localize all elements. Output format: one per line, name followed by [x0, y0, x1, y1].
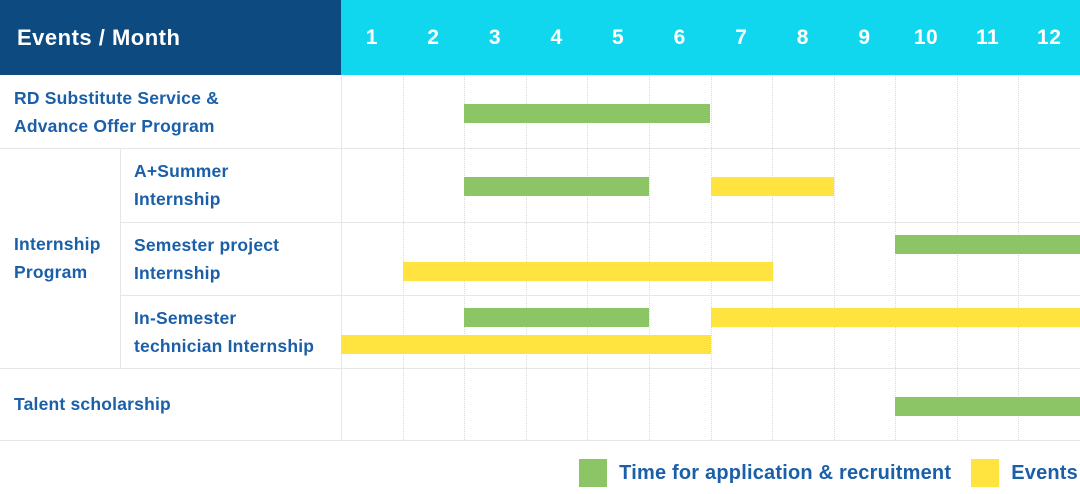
month-header-cell-3: 3 [488, 25, 502, 49]
month-gridline [587, 75, 588, 440]
group-label-line: Program [14, 262, 88, 282]
gantt-bar-application [895, 235, 1080, 254]
gantt-bar-application [895, 397, 1080, 416]
month-header-cell-11: 11 [976, 25, 1000, 49]
month-header-cell-8: 8 [796, 25, 809, 49]
grid-lines [0, 75, 1080, 441]
row-separator [0, 368, 1080, 369]
month-header-cell-9: 9 [858, 25, 871, 49]
row-label-2: Semester project Internship [120, 222, 341, 295]
month-gridline [772, 75, 773, 440]
month-header-cell-4: 4 [550, 25, 563, 49]
month-header-cell-7: 7 [735, 25, 748, 49]
row-separator [0, 148, 1080, 149]
events-month-table: Events / Month 1 2 3 4 5 6 7 8 9 10 11 12 RD Substi… [0, 0, 1080, 441]
row-label-line: Internship [134, 189, 221, 209]
row-label-line: In-Semester [134, 307, 237, 328]
group-label: Internship Program [0, 148, 120, 368]
gantt-bar-event [341, 335, 711, 354]
month-header-cell-6: 6 [673, 25, 686, 49]
row-separator [120, 222, 1080, 223]
month-gridline [895, 75, 896, 440]
row-label-line: Internship [134, 262, 221, 283]
row-label-1: A+Summer Internship [120, 148, 341, 222]
month-header-cell-10: 10 [913, 25, 939, 49]
row-separator [0, 440, 1080, 441]
month-header-row: 1 2 3 4 5 6 7 8 9 10 11 12 [341, 0, 1080, 75]
group-label-line: Internship [14, 234, 101, 254]
month-gridline [957, 75, 958, 440]
row-separator [120, 295, 1080, 296]
gantt-bar-application [464, 308, 649, 327]
month-header-cell-12: 12 [1037, 25, 1062, 49]
legend-swatch-application [579, 459, 608, 487]
month-header-cell-1: 1 [365, 25, 378, 49]
gantt-rows: RD Substitute Service & Advance Offer Pro… [0, 75, 341, 440]
row-label-line: technician Internship [134, 335, 315, 356]
legend: Time for application & recruitment Events [579, 459, 1078, 487]
month-gridline [526, 75, 527, 440]
gantt-bar-event [403, 262, 773, 281]
gantt-bar-event [711, 308, 1080, 327]
legend-item-event: Events [971, 459, 1078, 487]
row-label-line: RD Substitute Service & [14, 87, 219, 108]
group-column-border [120, 148, 121, 368]
legend-label-application: Time for application & recruitment [619, 461, 952, 484]
gantt-bar-event [711, 177, 834, 196]
gantt-bar-application [464, 104, 710, 123]
month-header-cell-2: 2 [427, 25, 440, 49]
month-gridline [834, 75, 835, 440]
legend-swatch-event [971, 459, 1000, 487]
row-label-line: Talent scholarship [14, 394, 171, 414]
row-label-4: Talent scholarship [0, 368, 341, 440]
month-gridline [711, 75, 712, 440]
month-gridline [649, 75, 650, 440]
month-gridline [464, 75, 465, 440]
label-column-border [341, 75, 342, 440]
legend-label-event: Events [1011, 461, 1078, 484]
month-header-cell-5: 5 [612, 25, 625, 49]
row-label-3: In-Semester technician Internship [120, 295, 341, 368]
gantt-bars [341, 104, 1080, 416]
row-label-line: A+Summer [134, 161, 229, 181]
row-label-0: RD Substitute Service & Advance Offer Pro… [0, 75, 341, 148]
row-label-line: Semester project [134, 234, 280, 255]
gantt-bar-application [464, 177, 649, 196]
legend-item-application: Time for application & recruitment [579, 459, 951, 487]
row-label-line: Advance Offer Program [14, 115, 215, 136]
month-gridline [403, 75, 404, 440]
month-gridline [1018, 75, 1019, 440]
events-month-header: Events / Month [0, 0, 341, 75]
